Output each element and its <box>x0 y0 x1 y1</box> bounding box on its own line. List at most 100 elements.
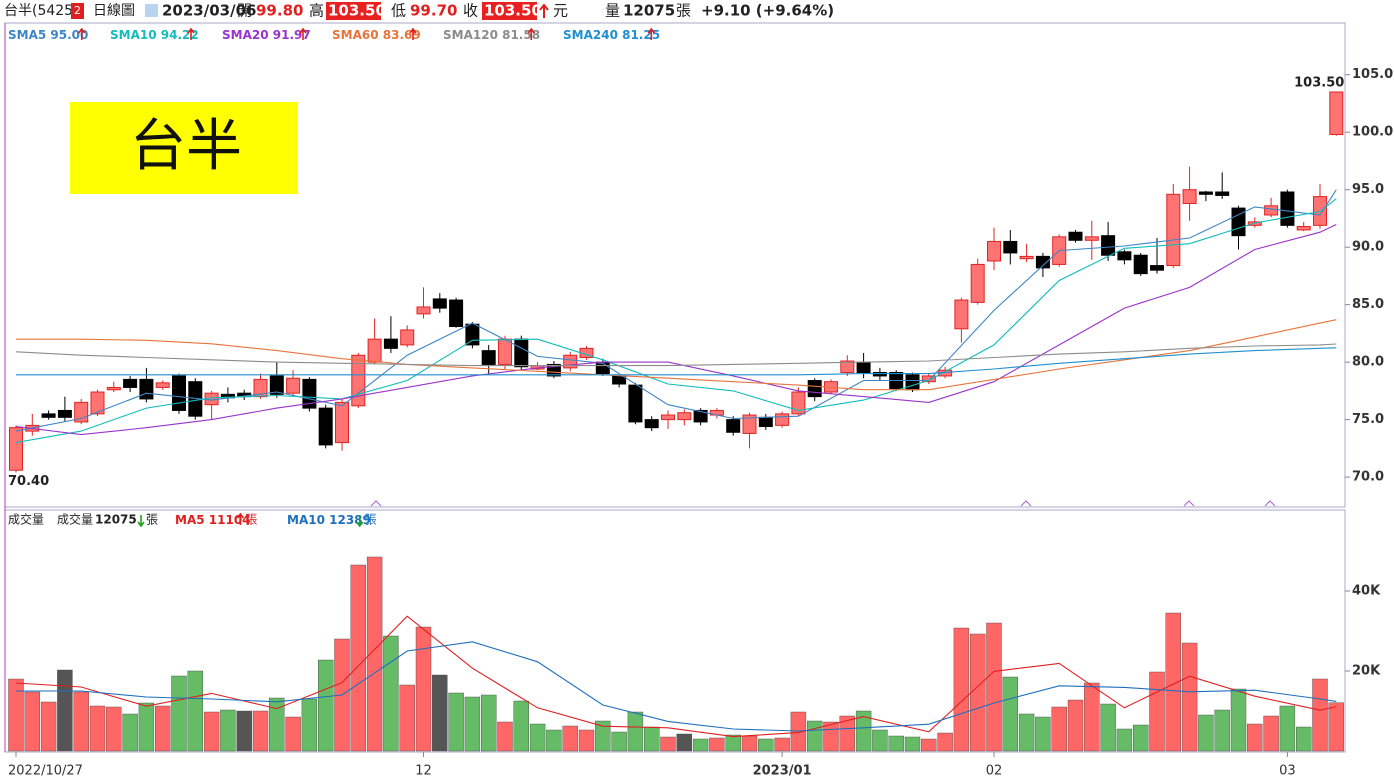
legend-name: SMA240 <box>563 28 618 42</box>
volume-bar <box>40 701 57 752</box>
stamp: 台半 <box>130 114 242 179</box>
legend-value: 81.58 <box>502 28 540 42</box>
candle-body <box>1182 189 1197 204</box>
volume-bar <box>1084 682 1100 752</box>
volume-bar <box>1067 699 1084 752</box>
y-tick-label: 105.0 <box>1352 67 1393 82</box>
volume-bar <box>855 710 872 752</box>
volume-bar <box>497 721 513 752</box>
candle-body <box>41 413 56 418</box>
legend-name: SMA120 <box>443 28 498 42</box>
up-arrow <box>78 27 86 40</box>
down-arrow <box>356 515 364 528</box>
volume-bar <box>383 635 399 752</box>
ma-line <box>15 343 1337 367</box>
candle-body <box>1296 225 1311 231</box>
volume-bar <box>839 715 855 752</box>
candle-body <box>1247 221 1262 226</box>
volume-bar <box>1181 642 1198 752</box>
volume-bar <box>1035 716 1051 752</box>
volume-bar <box>448 692 464 752</box>
candle-body <box>1150 265 1164 271</box>
legend-unit: 張 <box>365 513 377 527</box>
up-arrow <box>539 3 549 18</box>
candle-body <box>383 338 398 349</box>
legend-name: SMA10 <box>110 28 157 42</box>
legend-name: SMA5 <box>8 28 46 42</box>
volume-bar <box>578 729 595 752</box>
volume-bar <box>203 711 220 752</box>
candle-body <box>1329 91 1344 136</box>
candle-body <box>661 414 675 421</box>
ma-line <box>15 189 1337 432</box>
volume-bar <box>904 736 921 752</box>
stamp-box <box>70 102 298 194</box>
volume-unit: 張 <box>676 2 691 20</box>
volume-bar <box>937 732 953 752</box>
candle-body <box>90 391 105 415</box>
stock-name: 台半(5425) <box>4 3 79 19</box>
volume-bar <box>986 622 1002 752</box>
volume-legend-label: 成交量 <box>57 512 93 527</box>
volume-bar <box>1116 728 1133 752</box>
close-value: 103.50 <box>484 2 542 20</box>
volume-bar <box>285 716 301 752</box>
volume-bar <box>236 710 252 752</box>
volume-bar <box>513 700 529 752</box>
volume-label: 量 <box>605 2 620 20</box>
volume-bar <box>1279 705 1296 752</box>
volume-bar <box>1263 715 1279 752</box>
legend-entry: SMA20 91.97 <box>222 28 311 42</box>
y-tick-label: 85.0 <box>1352 297 1384 312</box>
up-arrow <box>409 27 417 40</box>
candle-body <box>269 375 284 395</box>
y-tick-label: 40K <box>1352 584 1381 599</box>
volume-bar <box>1312 678 1328 752</box>
legend-value: 94.22 <box>161 28 199 42</box>
badge: 2 <box>74 4 81 17</box>
y-tick-label: 95.0 <box>1352 182 1384 197</box>
candle-body <box>1003 240 1018 254</box>
candle-body <box>742 414 757 434</box>
legend-value: 11104 <box>209 513 251 527</box>
volume-bar <box>774 737 790 752</box>
signal-markers <box>370 500 1276 507</box>
legend-entry: SMA120 81.58 <box>443 28 540 42</box>
candle-body <box>253 378 268 398</box>
up-arrow <box>236 512 245 525</box>
volume-bar <box>627 711 644 752</box>
legend-entry: SMA5 95.00 <box>8 28 88 42</box>
candle-body <box>400 329 415 346</box>
ma-line <box>16 319 1337 391</box>
candle-body <box>1101 235 1116 256</box>
volume-bar <box>1100 703 1116 752</box>
volume-bar <box>481 694 497 752</box>
volume-bar <box>154 705 171 752</box>
volume-bar <box>676 733 692 752</box>
candle-body <box>1019 255 1034 260</box>
volume-bar <box>122 713 138 752</box>
up-arrow <box>527 27 535 40</box>
up-arrow <box>647 27 655 40</box>
candle-body <box>1035 255 1050 269</box>
candle-body <box>921 375 936 383</box>
candle-body <box>1198 191 1213 195</box>
close-label: 收 <box>463 2 478 20</box>
legend-value: 91.97 <box>273 28 311 42</box>
volume-legend-value: 12075 <box>95 513 137 527</box>
candle-body <box>449 299 464 328</box>
legend-name: MA5 <box>175 513 205 527</box>
volume-bar <box>1295 726 1312 752</box>
dropdown-icon[interactable] <box>145 4 158 17</box>
badge-box <box>71 3 84 19</box>
candle-body <box>302 378 317 409</box>
volume-bar <box>1247 723 1263 752</box>
ma-line <box>15 224 1337 436</box>
volume-bar <box>269 697 285 752</box>
candle-body <box>644 419 659 429</box>
volume-bar <box>562 725 578 752</box>
candle-body <box>139 378 154 400</box>
y-tick-label: 100.0 <box>1352 125 1393 140</box>
volume-legend-unit: 張 <box>146 513 158 527</box>
